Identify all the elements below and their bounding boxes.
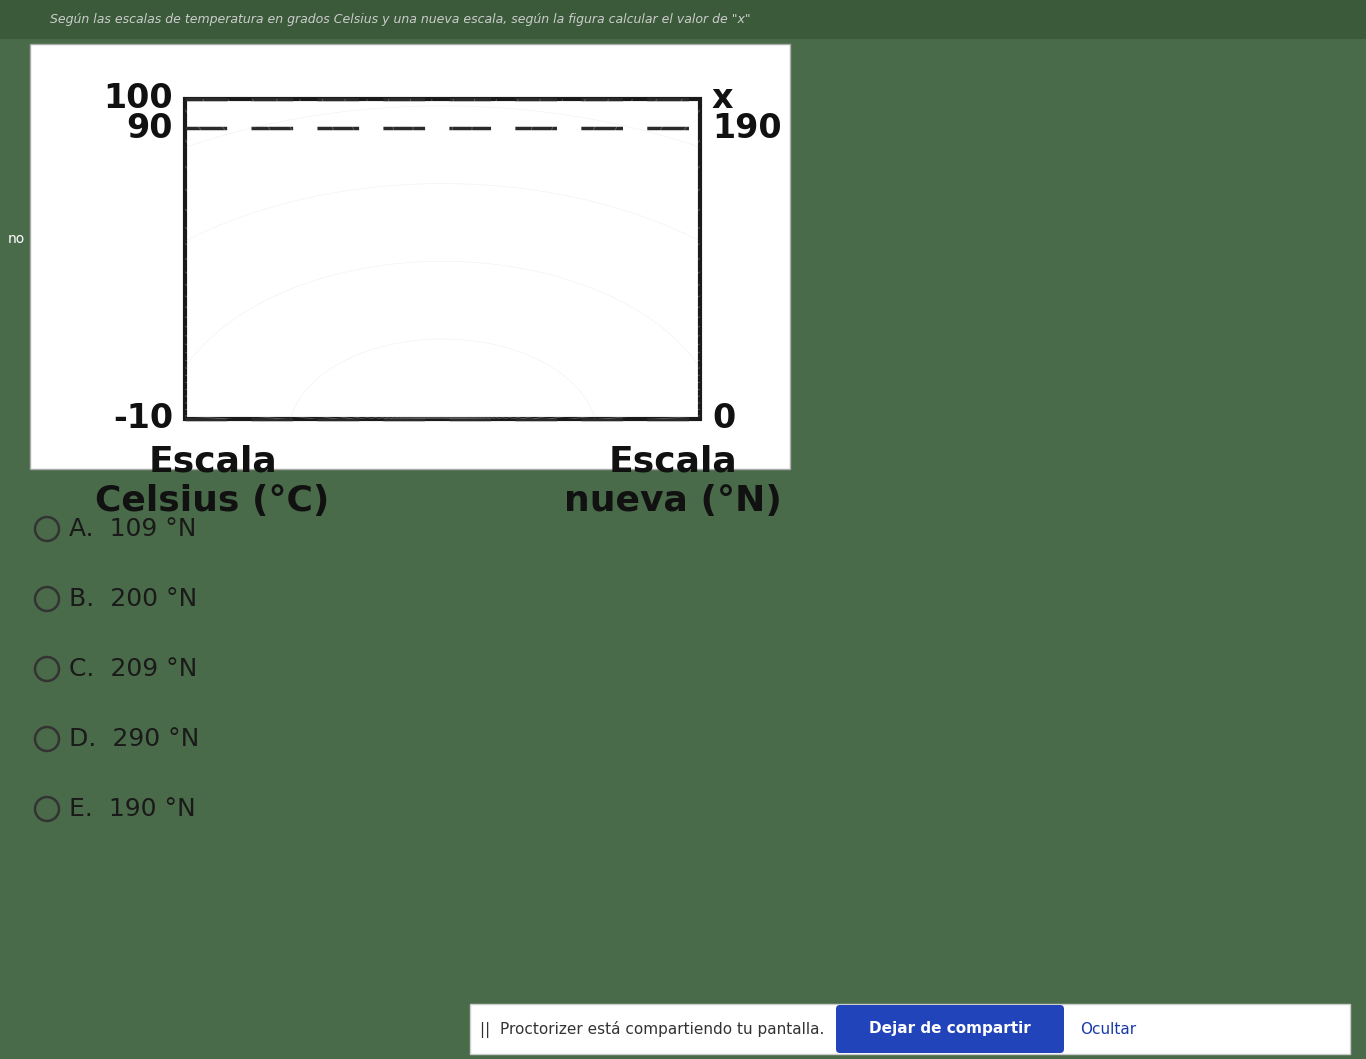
Text: x: x [712, 83, 734, 115]
Bar [30, 44, 790, 469]
Text: nueva (°N): nueva (°N) [564, 484, 781, 518]
Bar [184, 98, 699, 419]
Text: 190: 190 [712, 111, 781, 145]
Text: Según las escalas de temperatura en grados Celsius y una nueva escala, según la : Según las escalas de temperatura en grad… [51, 14, 751, 26]
Text: E.  190 °N: E. 190 °N [70, 797, 195, 821]
Text: Dejar de compartir: Dejar de compartir [869, 1022, 1031, 1037]
Text: 90: 90 [127, 111, 173, 145]
Text: no: no [8, 232, 25, 246]
Bar [0, 0, 1366, 39]
Text: C.  209 °N: C. 209 °N [70, 657, 197, 681]
Text: 100: 100 [104, 83, 173, 115]
Text: -10: -10 [113, 402, 173, 435]
Text: D.  290 °N: D. 290 °N [70, 726, 199, 751]
Text: B.  200 °N: B. 200 °N [70, 587, 197, 611]
Text: 0: 0 [712, 402, 735, 435]
Text: Ocultar: Ocultar [1081, 1022, 1137, 1037]
Text: Escala: Escala [608, 444, 736, 478]
Text: A.  109 °N: A. 109 °N [70, 517, 197, 541]
Text: Celsius (°C): Celsius (°C) [96, 484, 329, 518]
Text: Escala: Escala [148, 444, 277, 478]
Bar [470, 1004, 1350, 1054]
FancyBboxPatch shape [836, 1005, 1064, 1053]
Text: ||  Proctorizer está compartiendo tu pantalla.: || Proctorizer está compartiendo tu pant… [479, 1021, 824, 1038]
